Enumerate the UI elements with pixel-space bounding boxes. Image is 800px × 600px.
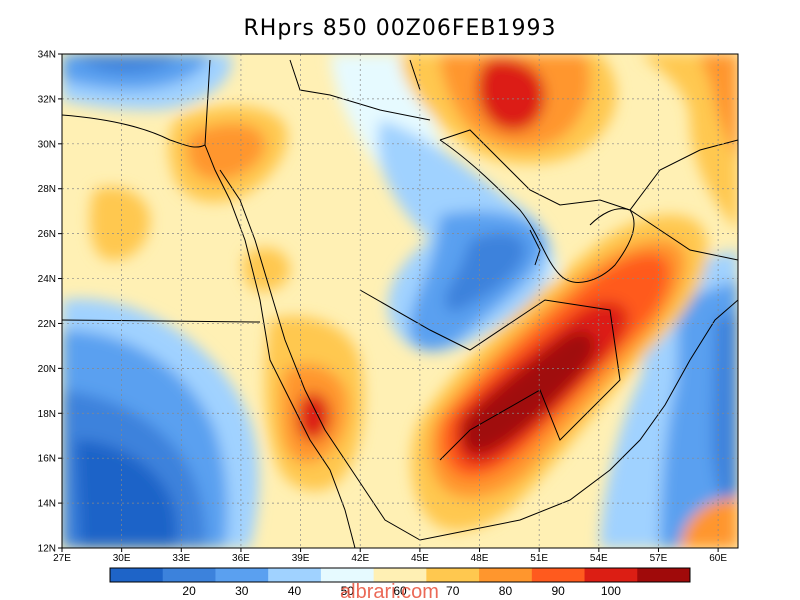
x-tick-label: 30E — [113, 553, 131, 564]
gulf-of-oman-coast — [629, 209, 738, 261]
x-tick-label: 54E — [590, 553, 608, 564]
colorbar: 20 30 40 50 60 70 80 90 100 — [109, 567, 691, 598]
colorbar-label: 20 — [182, 584, 196, 598]
field-low-sw-20 — [75, 440, 178, 548]
qatar-coast — [529, 229, 541, 266]
south-arabia-coast — [469, 299, 738, 531]
colorbar-label: 60 — [393, 584, 407, 598]
x-tick-label: 51E — [530, 553, 548, 564]
field-low-central-30 — [444, 232, 526, 312]
chart-title: RHprs 850 00Z06FEB1993 — [243, 16, 557, 41]
field-low-nw-30 — [75, 54, 180, 73]
colorbar-swatch — [584, 568, 638, 582]
field-high-egypt-80 — [90, 186, 150, 261]
y-tick-label: 14N — [38, 499, 56, 510]
colorbar-swatch — [373, 568, 427, 582]
colorbar-label: 70 — [446, 584, 460, 598]
x-tick-label: 36E — [232, 553, 250, 564]
y-tick-label: 24N — [38, 274, 56, 285]
x-tick-label: 45E — [411, 553, 429, 564]
colorbar-swatch — [637, 568, 691, 582]
political-borders — [62, 59, 431, 323]
x-axis: 27E 30E 33E 36E 39E 42E 45E 48E 51E 54E 57E 60E — [53, 548, 727, 564]
colorbar-label: 90 — [552, 584, 566, 598]
field-low-se-30 — [712, 310, 738, 520]
colorbar-swatch — [268, 568, 322, 582]
field-high-ne-90 — [700, 54, 738, 160]
colorbar-label: 40 — [288, 584, 302, 598]
colorbar-swatch — [531, 568, 586, 582]
y-tick-label: 32N — [38, 94, 56, 105]
x-tick-label: 39E — [292, 553, 310, 564]
mediterranean-coast — [62, 114, 206, 148]
colorbar-frame — [109, 567, 691, 583]
y-tick-label: 34N — [38, 50, 56, 61]
x-tick-label: 60E — [709, 553, 727, 564]
x-tick-label: 57E — [650, 553, 668, 564]
field-high-redsea-100 — [297, 392, 330, 441]
field-high-arabian-sea — [680, 498, 738, 548]
colorbar-swatch — [162, 568, 216, 582]
y-tick-label: 20N — [38, 364, 56, 375]
iran-coast — [439, 129, 738, 211]
field-high-sinai-90 — [186, 123, 266, 181]
inner-borders — [359, 289, 621, 461]
coastlines — [62, 59, 738, 548]
colorbar-swatch — [479, 568, 533, 582]
x-tick-label: 27E — [53, 553, 71, 564]
grid — [62, 54, 738, 548]
field-high-north-100 — [477, 59, 545, 132]
field-max-band — [461, 331, 595, 454]
red-sea-west-coast — [204, 59, 356, 548]
y-tick-label: 16N — [38, 454, 56, 465]
y-tick-label: 30N — [38, 139, 56, 150]
y-tick-label: 12N — [38, 544, 56, 555]
x-tick-label: 42E — [351, 553, 369, 564]
colorbar-swatch — [320, 568, 375, 582]
colorbar-label: 100 — [601, 584, 621, 598]
plot-frame — [61, 53, 739, 549]
watermark: albrari.com — [340, 581, 439, 600]
y-axis: 34N 32N 30N 28N 26N 24N 22N 20N 18N 16N 14N 12N — [38, 50, 62, 555]
y-tick-label: 22N — [38, 319, 56, 330]
colorbar-swatch — [215, 568, 269, 582]
colorbar-label: 50 — [341, 584, 355, 598]
y-tick-label: 26N — [38, 229, 56, 240]
colorbar-swatch — [426, 568, 480, 582]
y-tick-label: 18N — [38, 409, 56, 420]
y-tick-label: 28N — [38, 184, 56, 195]
x-tick-label: 33E — [172, 553, 190, 564]
x-tick-label: 48E — [471, 553, 489, 564]
colorbar-label: 80 — [499, 584, 513, 598]
colorbar-swatch — [110, 568, 164, 582]
rh-field — [62, 54, 738, 548]
colorbar-label: 30 — [235, 584, 249, 598]
